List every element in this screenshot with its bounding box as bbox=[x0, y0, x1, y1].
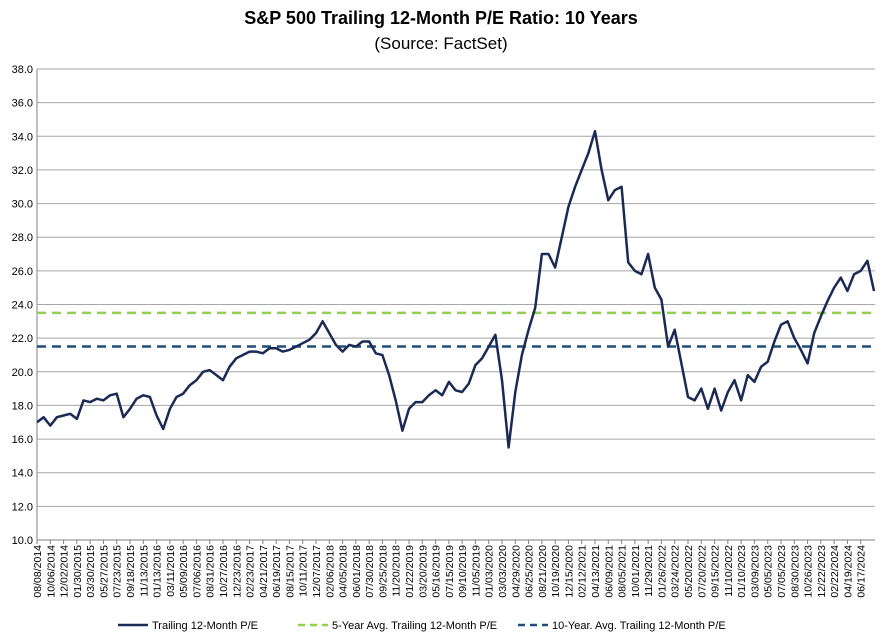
x-tick-label: 04/29/2020 bbox=[510, 545, 522, 598]
x-tick-label: 02/22/2024 bbox=[829, 545, 841, 598]
x-tick-label: 11/10/2022 bbox=[723, 545, 735, 597]
x-tick-label: 06/17/2024 bbox=[856, 545, 868, 598]
y-tick-label: 16.0 bbox=[12, 434, 33, 446]
x-tick-label: 01/22/2019 bbox=[404, 545, 416, 598]
x-tick-label: 06/09/2021 bbox=[603, 545, 615, 598]
x-tick-label: 05/09/2016 bbox=[178, 545, 190, 598]
y-tick-label: 18.0 bbox=[12, 400, 33, 412]
y-tick-label: 10.0 bbox=[12, 535, 33, 547]
x-tick-label: 12/22/2023 bbox=[816, 545, 828, 598]
x-tick-label: 10/06/2014 bbox=[45, 545, 57, 598]
x-tick-label: 05/20/2022 bbox=[683, 545, 695, 598]
x-tick-label: 10/11/2017 bbox=[298, 545, 310, 597]
x-tick-label: 10/26/2023 bbox=[803, 545, 815, 598]
x-tick-label: 03/30/2015 bbox=[85, 545, 97, 598]
x-tick-label: 01/30/2015 bbox=[72, 545, 84, 598]
legend-label: Trailing 12-Month P/E bbox=[152, 620, 258, 632]
y-tick-label: 24.0 bbox=[12, 300, 33, 312]
x-tick-label: 04/13/2021 bbox=[590, 545, 602, 598]
data-line bbox=[36, 129, 876, 449]
x-tick-label: 10/01/2021 bbox=[630, 545, 642, 598]
x-tick-label: 11/13/2015 bbox=[138, 545, 150, 597]
x-tick-label: 01/13/2016 bbox=[152, 545, 164, 598]
x-tick-label: 03/11/2016 bbox=[165, 545, 177, 597]
x-tick-label: 10/27/2016 bbox=[218, 545, 230, 598]
x-tick-label: 07/05/2023 bbox=[776, 545, 788, 598]
x-tick-label: 11/05/2019 bbox=[470, 545, 482, 597]
x-tick-label: 06/19/2017 bbox=[271, 545, 283, 598]
x-tick-label: 09/15/2022 bbox=[710, 545, 722, 598]
y-tick-label: 12.0 bbox=[12, 501, 33, 513]
x-tick-label: 08/05/2021 bbox=[617, 545, 629, 598]
x-tick-label: 07/15/2019 bbox=[444, 545, 456, 598]
x-tick-label: 04/05/2018 bbox=[338, 545, 350, 598]
x-tick-label: 06/25/2020 bbox=[524, 545, 536, 598]
y-tick-label: 30.0 bbox=[12, 199, 33, 211]
x-tick-label: 12/07/2017 bbox=[311, 545, 323, 598]
y-tick-label: 36.0 bbox=[12, 98, 33, 110]
x-tick-label: 07/20/2022 bbox=[696, 545, 708, 598]
x-tick-label: 03/24/2022 bbox=[670, 545, 682, 598]
y-tick-label: 28.0 bbox=[12, 232, 33, 244]
x-tick-label: 11/20/2018 bbox=[391, 545, 403, 597]
chart-subtitle: (Source: FactSet) bbox=[374, 34, 507, 53]
y-tick-label: 26.0 bbox=[12, 266, 33, 278]
x-tick-label: 12/23/2016 bbox=[231, 545, 243, 598]
x-tick-label: 01/03/2020 bbox=[484, 545, 496, 598]
x-tick-label: 05/05/2023 bbox=[763, 545, 775, 598]
y-tick-label: 34.0 bbox=[12, 131, 33, 143]
x-tick-label: 07/30/2018 bbox=[364, 545, 376, 598]
x-tick-label: 09/18/2015 bbox=[125, 545, 137, 598]
x-tick-label: 07/23/2015 bbox=[112, 545, 124, 598]
x-tick-label: 03/03/2020 bbox=[497, 545, 509, 598]
x-tick-label: 12/02/2014 bbox=[59, 545, 71, 598]
x-tick-label: 08/21/2020 bbox=[537, 545, 549, 598]
x-tick-label: 02/12/2021 bbox=[577, 545, 589, 598]
x-tick-label: 07/06/2016 bbox=[191, 545, 203, 598]
x-tick-label: 12/15/2020 bbox=[563, 545, 575, 598]
x-tick-label: 05/27/2015 bbox=[98, 545, 110, 598]
x-tick-label: 08/30/2023 bbox=[789, 545, 801, 598]
x-tick-label: 04/21/2017 bbox=[258, 545, 270, 598]
y-tick-label: 14.0 bbox=[12, 468, 33, 480]
x-tick-label: 11/29/2021 bbox=[643, 545, 655, 597]
y-tick-label: 32.0 bbox=[12, 165, 33, 177]
x-tick-label: 09/10/2019 bbox=[457, 545, 469, 598]
x-tick-label: 01/10/2023 bbox=[736, 545, 748, 598]
x-tick-label: 08/15/2017 bbox=[284, 545, 296, 598]
x-tick-label: 02/06/2018 bbox=[324, 545, 336, 598]
x-tick-label: 01/26/2022 bbox=[656, 545, 668, 598]
x-tick-label: 08/31/2016 bbox=[205, 545, 217, 598]
y-tick-label: 22.0 bbox=[12, 333, 33, 345]
x-tick-label: 10/19/2020 bbox=[550, 545, 562, 598]
y-tick-label: 20.0 bbox=[12, 367, 33, 379]
x-tick-label: 09/25/2018 bbox=[377, 545, 389, 598]
chart-title: S&P 500 Trailing 12-Month P/E Ratio: 10 … bbox=[244, 8, 637, 28]
x-tick-label: 05/16/2019 bbox=[431, 545, 443, 598]
x-tick-label: 04/19/2024 bbox=[842, 545, 854, 598]
x-tick-label: 06/01/2018 bbox=[351, 545, 363, 598]
legend-label: 10-Year. Avg. Trailing 12-Month P/E bbox=[552, 620, 726, 632]
y-tick-label: 38.0 bbox=[12, 64, 33, 76]
x-tick-label: 03/20/2019 bbox=[417, 545, 429, 598]
legend-label: 5-Year Avg. Trailing 12-Month P/E bbox=[332, 620, 497, 632]
x-tick-label: 08/08/2014 bbox=[32, 545, 44, 598]
x-tick-label: 03/09/2023 bbox=[749, 545, 761, 598]
x-tick-label: 02/23/2017 bbox=[245, 545, 257, 598]
